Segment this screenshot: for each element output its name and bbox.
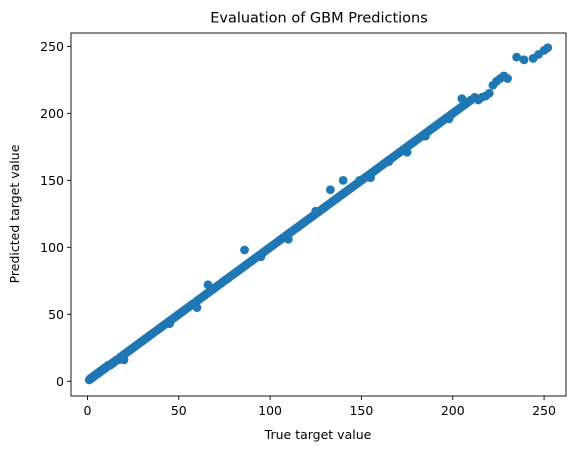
data-point: [355, 175, 364, 185]
data-point: [311, 206, 321, 216]
x-tick-label: 100: [258, 403, 282, 418]
data-point: [203, 280, 213, 290]
x-tick-label: 250: [532, 403, 556, 418]
y-tick-label: 50: [48, 307, 64, 322]
y-tick-label: 150: [40, 173, 64, 188]
data-point: [338, 175, 348, 185]
data-point: [384, 157, 394, 166]
data-point: [119, 355, 129, 365]
data-point: [484, 88, 494, 98]
x-tick-label: 150: [349, 403, 373, 418]
data-point: [165, 319, 175, 329]
plot-frame: [70, 32, 567, 397]
y-tick-label: 0: [56, 374, 64, 389]
x-tick-label: 50: [171, 403, 187, 418]
y-axis-label: Predicted target value: [7, 144, 22, 283]
x-axis-label: True target value: [264, 427, 372, 442]
data-point: [402, 147, 412, 157]
x-tick-label: 0: [83, 403, 91, 418]
y-axis-ticks: 0 50 100 150 200 250: [40, 39, 71, 389]
data-point: [283, 234, 293, 244]
data-point: [503, 74, 512, 83]
data-point: [543, 43, 553, 53]
data-point: [192, 303, 202, 312]
data-point: [240, 245, 249, 255]
chart-title: Evaluation of GBM Predictions: [210, 11, 428, 27]
x-axis-ticks: 0 50 100 150 200 250: [83, 396, 556, 418]
data-point: [444, 114, 454, 124]
x-tick-label: 200: [441, 403, 465, 418]
y-tick-label: 200: [40, 106, 64, 121]
data-point: [256, 252, 266, 262]
data-point: [366, 173, 375, 183]
data-points: [84, 43, 553, 385]
data-point: [457, 94, 467, 104]
y-tick-label: 250: [40, 39, 64, 54]
y-tick-label: 100: [40, 240, 64, 255]
data-point: [519, 55, 529, 65]
data-point: [512, 52, 522, 62]
data-point: [420, 131, 430, 141]
data-point: [325, 185, 335, 195]
